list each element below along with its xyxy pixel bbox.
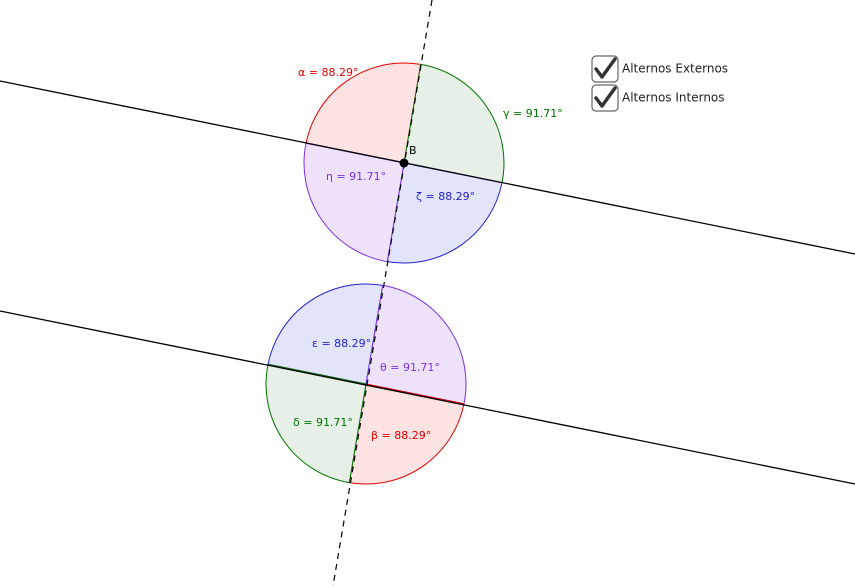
checkbox-label[interactable]: Alternos Externos: [622, 62, 728, 76]
checkbox[interactable]: Alternos Internos: [591, 84, 725, 112]
angle-label: ζ = 88.29°: [416, 190, 475, 203]
checkmark: [594, 57, 617, 79]
angle-sector: [265, 363, 367, 484]
checkbox-label[interactable]: Alternos Internos: [622, 91, 725, 105]
angle-label: β = 88.29°: [371, 429, 431, 442]
checkbox[interactable]: Alternos Externos: [591, 55, 728, 83]
angle-sector: [305, 62, 422, 164]
checkmark: [594, 86, 617, 108]
angle-label: θ = 91.71°: [380, 361, 440, 374]
transversal: [332, 0, 433, 586]
angle-sector: [303, 142, 405, 263]
angle-label: ε = 88.29°: [312, 337, 371, 350]
angle-label: α = 88.29°: [298, 66, 358, 79]
point-label: B: [409, 144, 417, 157]
point: [399, 158, 409, 168]
angle-label: η = 91.71°: [326, 170, 386, 183]
angle-sector: [403, 63, 505, 184]
angle-sector: [365, 284, 467, 405]
angle-sector: [348, 383, 465, 485]
angle-label: γ = 91.71°: [503, 107, 563, 120]
parallel-line: [0, 80, 855, 255]
angle-sector: [386, 162, 503, 264]
parallel-line: [0, 310, 855, 485]
angle-sector: [267, 283, 384, 385]
angle-label: δ = 91.71°: [293, 416, 353, 429]
